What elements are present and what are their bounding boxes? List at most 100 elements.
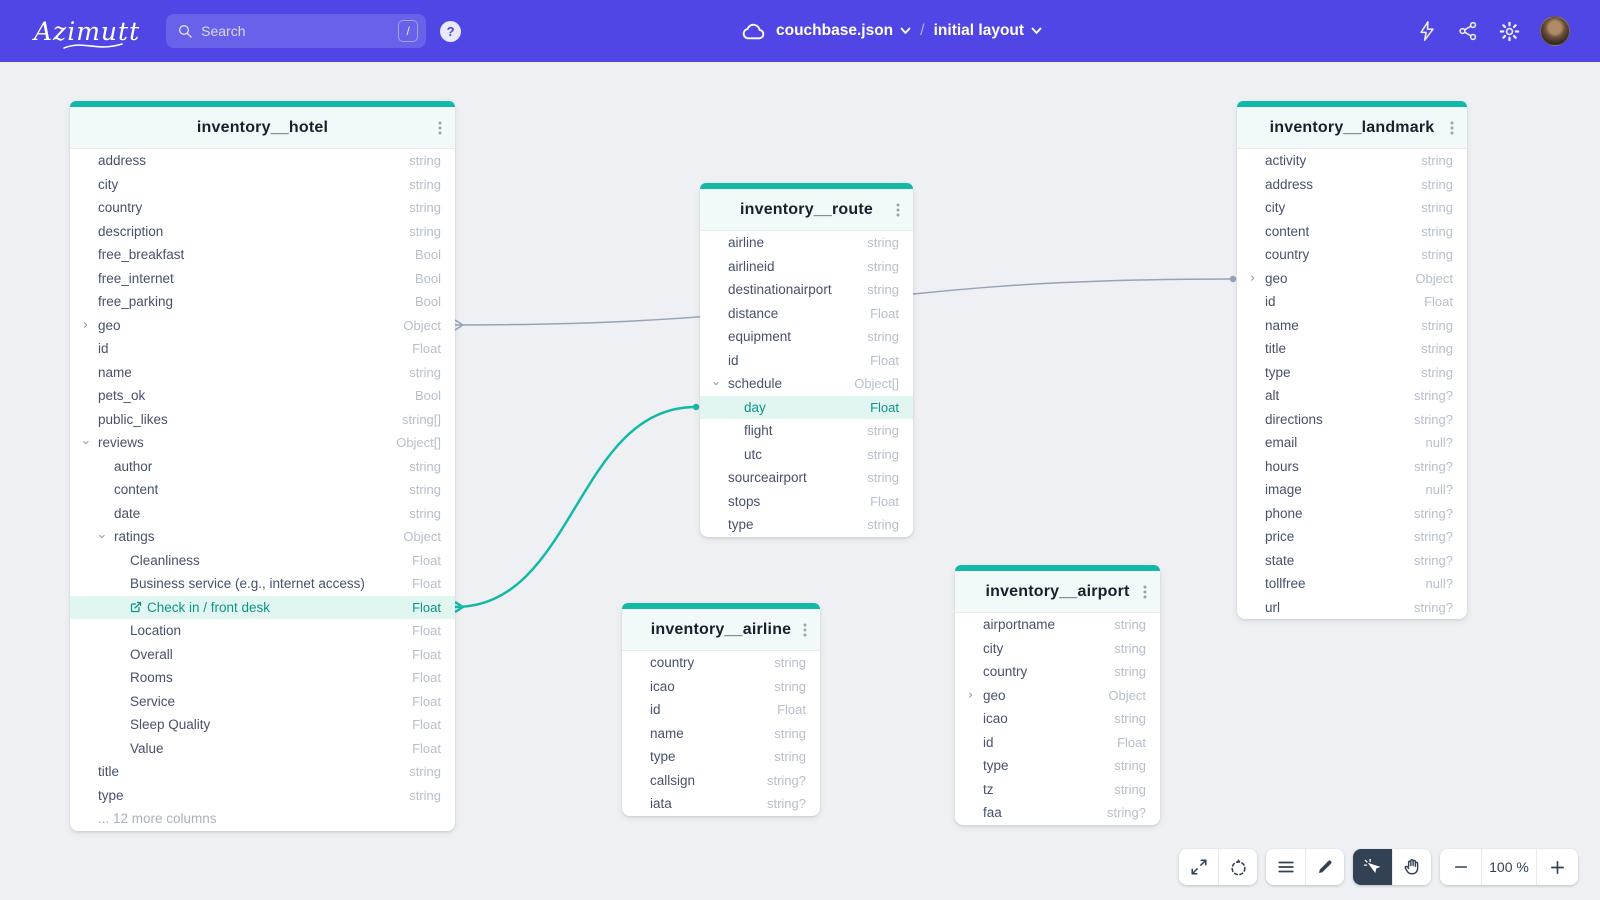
column-row-country[interactable]: country string (1237, 243, 1467, 267)
column-row-url[interactable]: url string? (1237, 596, 1467, 620)
table-menu-button[interactable] (433, 120, 447, 136)
column-row-type[interactable]: type string (70, 784, 455, 808)
column-row-name[interactable]: name string (622, 722, 820, 746)
column-row-stops[interactable]: stops Float (700, 490, 913, 514)
column-row-free_internet[interactable]: free_internet Bool (70, 267, 455, 291)
search-input[interactable] (201, 23, 399, 39)
table-card-inventory__airport[interactable]: inventory__airport airportname string city s… (955, 565, 1160, 825)
column-row-email[interactable]: email null? (1237, 431, 1467, 455)
column-row-hours[interactable]: hours string? (1237, 455, 1467, 479)
column-row-id[interactable]: id Float (70, 337, 455, 361)
fit-view-button[interactable] (1218, 849, 1257, 885)
column-row-country[interactable]: country string (70, 196, 455, 220)
column-row-content[interactable]: content string (1237, 220, 1467, 244)
column-row-city[interactable]: city string (70, 173, 455, 197)
more-columns-footer[interactable]: ... 12 more columns (98, 811, 217, 827)
column-row-tollfree[interactable]: tollfree null? (1237, 572, 1467, 596)
column-row-type[interactable]: type string (955, 754, 1160, 778)
column-row-Overall[interactable]: Overall Float (70, 643, 455, 667)
zoom-out-button[interactable] (1440, 849, 1481, 885)
column-row-city[interactable]: city string (955, 637, 1160, 661)
column-row-day[interactable]: day Float (700, 395, 913, 419)
column-row-tz[interactable]: tz string (955, 778, 1160, 802)
column-row-state[interactable]: state string? (1237, 549, 1467, 573)
table-menu-button[interactable] (891, 202, 905, 218)
column-row-id[interactable]: id Float (700, 349, 913, 373)
column-row-address[interactable]: address string (70, 149, 455, 173)
layout-selector[interactable]: initial layout (934, 22, 1042, 40)
column-row-iata[interactable]: iata string? (622, 792, 820, 816)
user-avatar[interactable] (1540, 16, 1570, 46)
column-row-title[interactable]: title string (1237, 337, 1467, 361)
column-row-distance[interactable]: distance Float (700, 302, 913, 326)
table-card-inventory__landmark[interactable]: inventory__landmark activity string address… (1237, 101, 1467, 619)
column-row-pets_ok[interactable]: pets_ok Bool (70, 384, 455, 408)
column-row-Rooms[interactable]: Rooms Float (70, 666, 455, 690)
column-row-type[interactable]: type string (700, 513, 913, 537)
column-row-Sleep Quality[interactable]: Sleep Quality Float (70, 713, 455, 737)
table-header[interactable]: inventory__airport (955, 571, 1160, 613)
column-row-phone[interactable]: phone string? (1237, 502, 1467, 526)
column-row-geo[interactable]: › geo Object (70, 314, 455, 338)
column-row-geo[interactable]: › geo Object (955, 684, 1160, 708)
column-row-schedule[interactable]: › schedule Object[] (700, 372, 913, 396)
column-row-id[interactable]: id Float (1237, 290, 1467, 314)
table-header[interactable]: inventory__route (700, 189, 913, 231)
table-card-inventory__route[interactable]: inventory__route airline string airlineid st… (700, 183, 913, 537)
azimutt-logo[interactable]: Azimutt (34, 17, 140, 49)
column-row-Location[interactable]: Location Float (70, 619, 455, 643)
expand-nested-icon[interactable]: › (1250, 270, 1256, 286)
column-row-Check in / front desk[interactable]: Check in / front desk Float (70, 595, 455, 619)
edit-button[interactable] (1305, 849, 1344, 885)
table-header[interactable]: inventory__landmark (1237, 107, 1467, 149)
column-row-content[interactable]: content string (70, 478, 455, 502)
column-row-sourceairport[interactable]: sourceairport string (700, 466, 913, 490)
column-row-type[interactable]: type string (622, 745, 820, 769)
column-row-name[interactable]: name string (70, 361, 455, 385)
column-row-date[interactable]: date string (70, 502, 455, 526)
column-row-price[interactable]: price string? (1237, 525, 1467, 549)
table-menu-button[interactable] (798, 622, 812, 638)
help-button[interactable]: ? (440, 20, 462, 42)
column-row-reviews[interactable]: › reviews Object[] (70, 431, 455, 455)
settings-button[interactable] (1498, 20, 1521, 43)
quick-actions-button[interactable] (1416, 20, 1438, 42)
column-row-geo[interactable]: › geo Object (1237, 267, 1467, 291)
table-menu-button[interactable] (1445, 120, 1459, 136)
column-row-Cleanliness[interactable]: Cleanliness Float (70, 549, 455, 573)
collapse-nested-icon[interactable]: › (78, 440, 94, 446)
table-header[interactable]: inventory__airline (622, 609, 820, 651)
table-card-inventory__hotel[interactable]: inventory__hotel address string city string c… (70, 101, 455, 831)
column-row-country[interactable]: country string (955, 660, 1160, 684)
column-row-title[interactable]: title string (70, 760, 455, 784)
column-row-city[interactable]: city string (1237, 196, 1467, 220)
column-row-country[interactable]: country string (622, 651, 820, 675)
layout-list-button[interactable] (1266, 849, 1305, 885)
expand-nested-icon[interactable]: › (83, 317, 89, 333)
column-row-id[interactable]: id Float (622, 698, 820, 722)
column-row-id[interactable]: id Float (955, 731, 1160, 755)
column-row-Value[interactable]: Value Float (70, 737, 455, 761)
share-button[interactable] (1457, 20, 1479, 42)
column-row-author[interactable]: author string (70, 455, 455, 479)
column-row-name[interactable]: name string (1237, 314, 1467, 338)
project-selector[interactable]: couchbase.json (776, 22, 911, 40)
column-row-address[interactable]: address string (1237, 173, 1467, 197)
table-header[interactable]: inventory__hotel (70, 107, 455, 149)
column-row-free_parking[interactable]: free_parking Bool (70, 290, 455, 314)
column-row-free_breakfast[interactable]: free_breakfast Bool (70, 243, 455, 267)
column-row-airportname[interactable]: airportname string (955, 613, 1160, 637)
zoom-in-button[interactable] (1537, 849, 1578, 885)
column-row-directions[interactable]: directions string? (1237, 408, 1467, 432)
zoom-level[interactable]: 100 % (1481, 849, 1537, 885)
collapse-nested-icon[interactable]: › (94, 534, 110, 540)
table-menu-button[interactable] (1138, 584, 1152, 600)
column-row-alt[interactable]: alt string? (1237, 384, 1467, 408)
column-row-Service[interactable]: Service Float (70, 690, 455, 714)
column-row-public_likes[interactable]: public_likes string[] (70, 408, 455, 432)
search-box[interactable]: / (166, 14, 427, 48)
select-tool-button[interactable] (1353, 849, 1392, 885)
collapse-nested-icon[interactable]: › (708, 381, 724, 387)
table-card-inventory__airline[interactable]: inventory__airline country string icao strin… (622, 603, 820, 816)
